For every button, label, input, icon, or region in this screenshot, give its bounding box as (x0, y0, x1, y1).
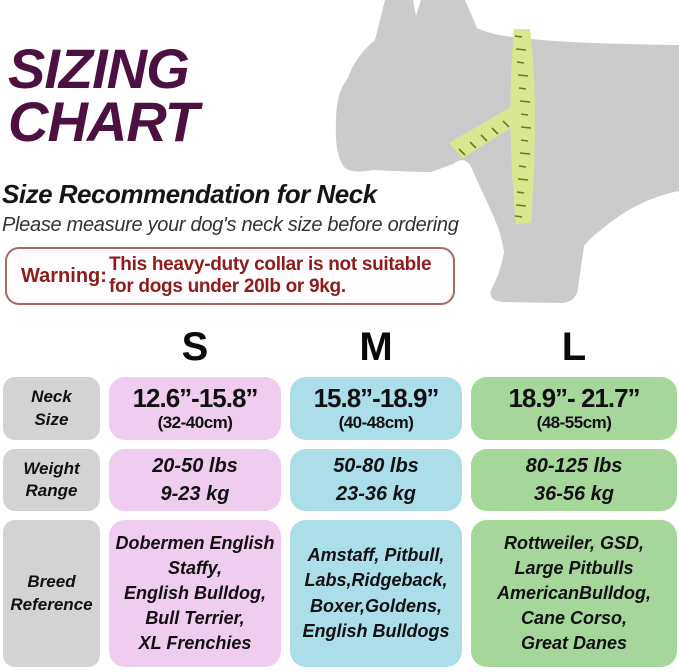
page-subtitle: Size Recommendation for Neck (2, 179, 377, 209)
row-label-breed-reference: Breed Reference (3, 520, 100, 667)
breed-reference-s-cell: Dobermen English Staffy, English Bulldog… (109, 520, 281, 667)
warning-message: This heavy-duty collar is not suitable f… (109, 254, 432, 297)
row-label-weight-range: Weight Range (3, 449, 100, 511)
page-title: SIZING CHART (8, 37, 199, 154)
neck-size-s-cell: 12.6”-15.8” (32-40cm) (109, 377, 281, 440)
tape-tick-marks (458, 35, 532, 218)
weight-range-s-cell: 20-50 lbs 9-23 kg (109, 449, 281, 511)
neck-size-l-inches: 18.9”- 21.7” (508, 383, 640, 414)
measuring-tape-end (449, 104, 528, 158)
neck-size-l-cm: (48-55cm) (536, 412, 612, 432)
column-header-m: M (359, 324, 393, 369)
weight-range-l-cell: 80-125 lbs 36-56 kg (471, 449, 677, 511)
row-label-neck-size: Neck Size (3, 377, 100, 440)
breed-reference-m-cell: Amstaff, Pitbull, Labs,Ridgeback, Boxer,… (290, 520, 462, 667)
column-header-s: S (181, 324, 209, 369)
dog-neck-measurement-illustration (335, 0, 679, 303)
warning-box: Warning: This heavy-duty collar is not s… (5, 247, 455, 305)
table-corner-spacer (3, 326, 100, 368)
breed-reference-l-cell: Rottweiler, GSD, Large Pitbulls American… (471, 520, 677, 667)
neck-size-m-inches: 15.8”-18.9” (313, 383, 440, 414)
measure-note: Please measure your dog's neck size befo… (2, 214, 459, 236)
dog-silhouette (335, 0, 679, 303)
neck-size-m-cell: 15.8”-18.9” (40-48cm) (290, 377, 462, 440)
column-header-l: L (561, 324, 587, 369)
warning-label: Warning: (21, 264, 107, 287)
neck-size-m-cm: (40-48cm) (338, 412, 414, 432)
neck-size-s-inches: 12.6”-15.8” (132, 383, 259, 414)
neck-size-l-cell: 18.9”- 21.7” (48-55cm) (471, 377, 677, 440)
size-table: S M L Neck Size 12.6”-15.8” (32-40cm) 15… (3, 324, 677, 667)
weight-range-m-cell: 50-80 lbs 23-36 kg (290, 449, 462, 511)
neck-size-s-cm: (32-40cm) (157, 412, 233, 432)
